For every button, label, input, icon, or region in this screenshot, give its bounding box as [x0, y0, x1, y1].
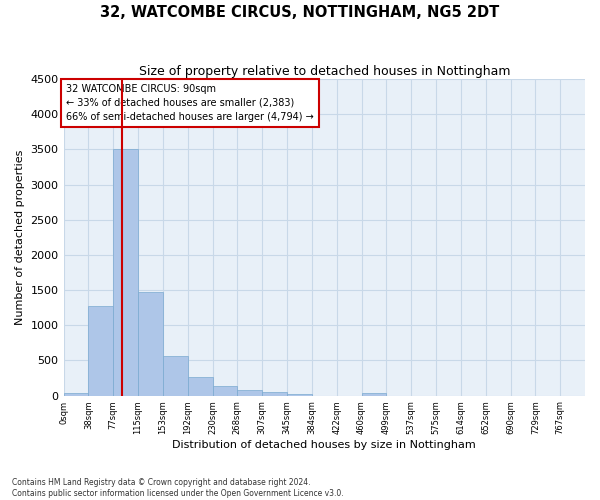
Bar [138, 292, 163, 396]
Bar [238, 390, 262, 396]
Bar [163, 356, 188, 396]
Text: 32, WATCOMBE CIRCUS, NOTTINGHAM, NG5 2DT: 32, WATCOMBE CIRCUS, NOTTINGHAM, NG5 2DT [100, 5, 500, 20]
Y-axis label: Number of detached properties: Number of detached properties [15, 150, 25, 325]
Title: Size of property relative to detached houses in Nottingham: Size of property relative to detached ho… [139, 65, 510, 78]
Bar [362, 394, 386, 396]
X-axis label: Distribution of detached houses by size in Nottingham: Distribution of detached houses by size … [172, 440, 476, 450]
Bar [113, 150, 138, 396]
Bar [64, 394, 88, 396]
Text: Contains HM Land Registry data © Crown copyright and database right 2024.
Contai: Contains HM Land Registry data © Crown c… [12, 478, 344, 498]
Bar [88, 306, 113, 396]
Bar [188, 376, 212, 396]
Text: 32 WATCOMBE CIRCUS: 90sqm
← 33% of detached houses are smaller (2,383)
66% of se: 32 WATCOMBE CIRCUS: 90sqm ← 33% of detac… [66, 84, 314, 122]
Bar [212, 386, 238, 396]
Bar [287, 394, 312, 396]
Bar [262, 392, 287, 396]
